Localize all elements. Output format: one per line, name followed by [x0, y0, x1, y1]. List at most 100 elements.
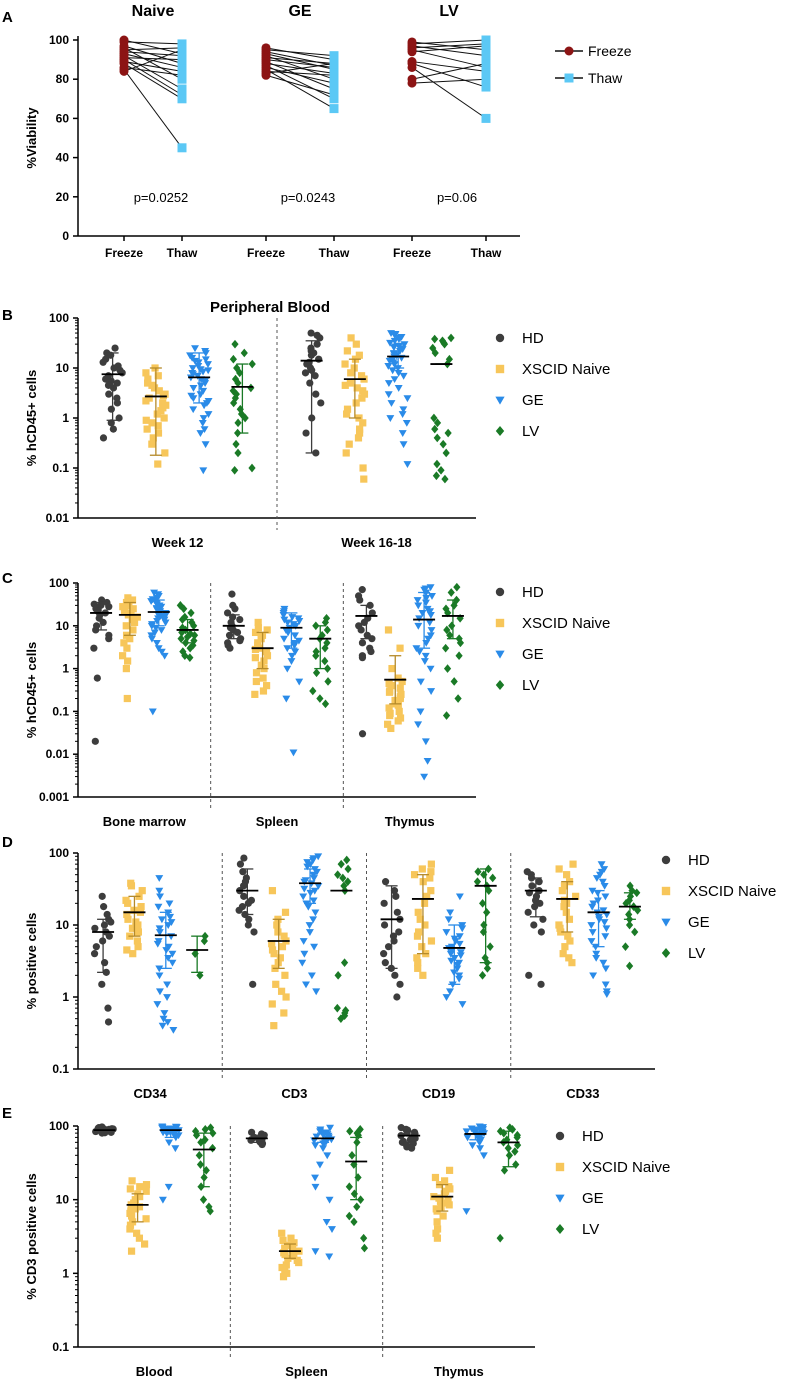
data-point — [98, 892, 106, 900]
data-point — [290, 1239, 298, 1247]
data-point — [500, 1128, 508, 1138]
data-point — [234, 448, 242, 458]
data-point — [380, 950, 388, 958]
series-hd — [90, 892, 115, 1026]
series-hd — [92, 1123, 117, 1137]
series-xscid-naive — [341, 334, 369, 483]
data-point — [109, 384, 118, 392]
data-point — [251, 690, 259, 698]
data-point — [109, 425, 117, 433]
panel-label-e: E — [2, 1105, 12, 1122]
data-point — [602, 925, 611, 933]
data-point — [325, 1253, 334, 1261]
data-point — [142, 1215, 150, 1223]
error-bar — [431, 1183, 454, 1212]
data-point — [440, 339, 449, 349]
data-point — [446, 630, 454, 640]
data-point — [234, 378, 242, 388]
data-point — [328, 1226, 336, 1233]
data-point — [421, 738, 430, 746]
data-point — [386, 415, 395, 422]
freeze-point — [261, 70, 271, 80]
series-hd — [380, 878, 404, 1001]
data-point — [358, 730, 367, 738]
data-point — [442, 643, 450, 653]
data-point — [189, 395, 198, 403]
data-point — [537, 980, 545, 988]
data-point — [259, 674, 267, 682]
data-point — [157, 627, 166, 634]
data-point — [530, 921, 538, 929]
data-point — [120, 639, 128, 647]
pair-line — [123, 61, 183, 72]
data-point — [445, 1166, 454, 1174]
error-bar — [387, 343, 410, 369]
data-point — [587, 922, 596, 929]
data-point — [427, 887, 435, 895]
freeze-point — [407, 62, 417, 72]
data-point — [352, 399, 360, 407]
series-ge — [186, 345, 213, 475]
data-point — [535, 878, 543, 886]
panel-label-b: B — [2, 307, 13, 324]
data-point — [90, 644, 98, 652]
data-point — [344, 877, 352, 886]
data-point — [107, 918, 115, 926]
thaw-point — [329, 104, 339, 114]
data-point — [270, 950, 278, 958]
data-point — [204, 411, 213, 419]
error-bar — [101, 352, 124, 421]
data-point — [350, 1217, 358, 1227]
group-title: Naive — [132, 3, 175, 20]
data-point — [196, 430, 205, 438]
pair-line — [265, 53, 335, 70]
data-point — [394, 674, 402, 682]
p-value: p=0.0243 — [281, 190, 336, 205]
panel-e: E 0.1 1 10 100 % CD3 positive cells Blood Splee… — [2, 1105, 670, 1379]
data-point — [278, 943, 287, 951]
x-tick-label: Freeze — [393, 246, 431, 260]
data-point — [511, 1147, 519, 1156]
data-point — [455, 651, 463, 661]
data-point — [133, 1229, 141, 1237]
data-point — [279, 1236, 287, 1244]
data-point — [455, 634, 463, 644]
data-point — [317, 399, 325, 407]
data-point — [274, 928, 282, 936]
error-bar — [312, 1132, 335, 1143]
data-point — [442, 994, 451, 1001]
data-point — [131, 1205, 139, 1213]
data-point — [128, 1177, 136, 1185]
data-point — [539, 915, 547, 923]
data-point — [186, 643, 194, 653]
data-point — [479, 927, 488, 937]
data-point — [123, 644, 131, 652]
data-point — [560, 903, 568, 911]
data-point — [345, 1211, 353, 1221]
legend: HD XSCID Naive GE LV — [495, 330, 610, 440]
data-point — [209, 1128, 217, 1138]
data-point — [462, 1128, 471, 1136]
data-point — [360, 1233, 368, 1243]
data-point — [431, 424, 439, 434]
group-cd3: CD3 — [221, 853, 353, 1101]
data-point — [426, 874, 434, 882]
data-point — [443, 625, 451, 635]
series-xscid-naive — [278, 1229, 303, 1281]
pair-line — [411, 63, 487, 88]
data-point — [427, 627, 436, 634]
data-point — [304, 903, 313, 911]
legend-marker — [555, 1223, 565, 1235]
data-point — [439, 1212, 447, 1220]
data-point — [390, 337, 399, 345]
data-point — [300, 885, 309, 893]
legend: Freeze Thaw — [555, 43, 632, 86]
error-bar — [345, 1136, 368, 1201]
legend-marker — [661, 947, 671, 959]
series-lv — [441, 582, 465, 720]
data-point — [104, 1004, 112, 1012]
error-bar — [236, 868, 259, 916]
data-point — [312, 668, 321, 678]
data-point — [196, 971, 204, 980]
series-ge — [153, 875, 178, 1034]
